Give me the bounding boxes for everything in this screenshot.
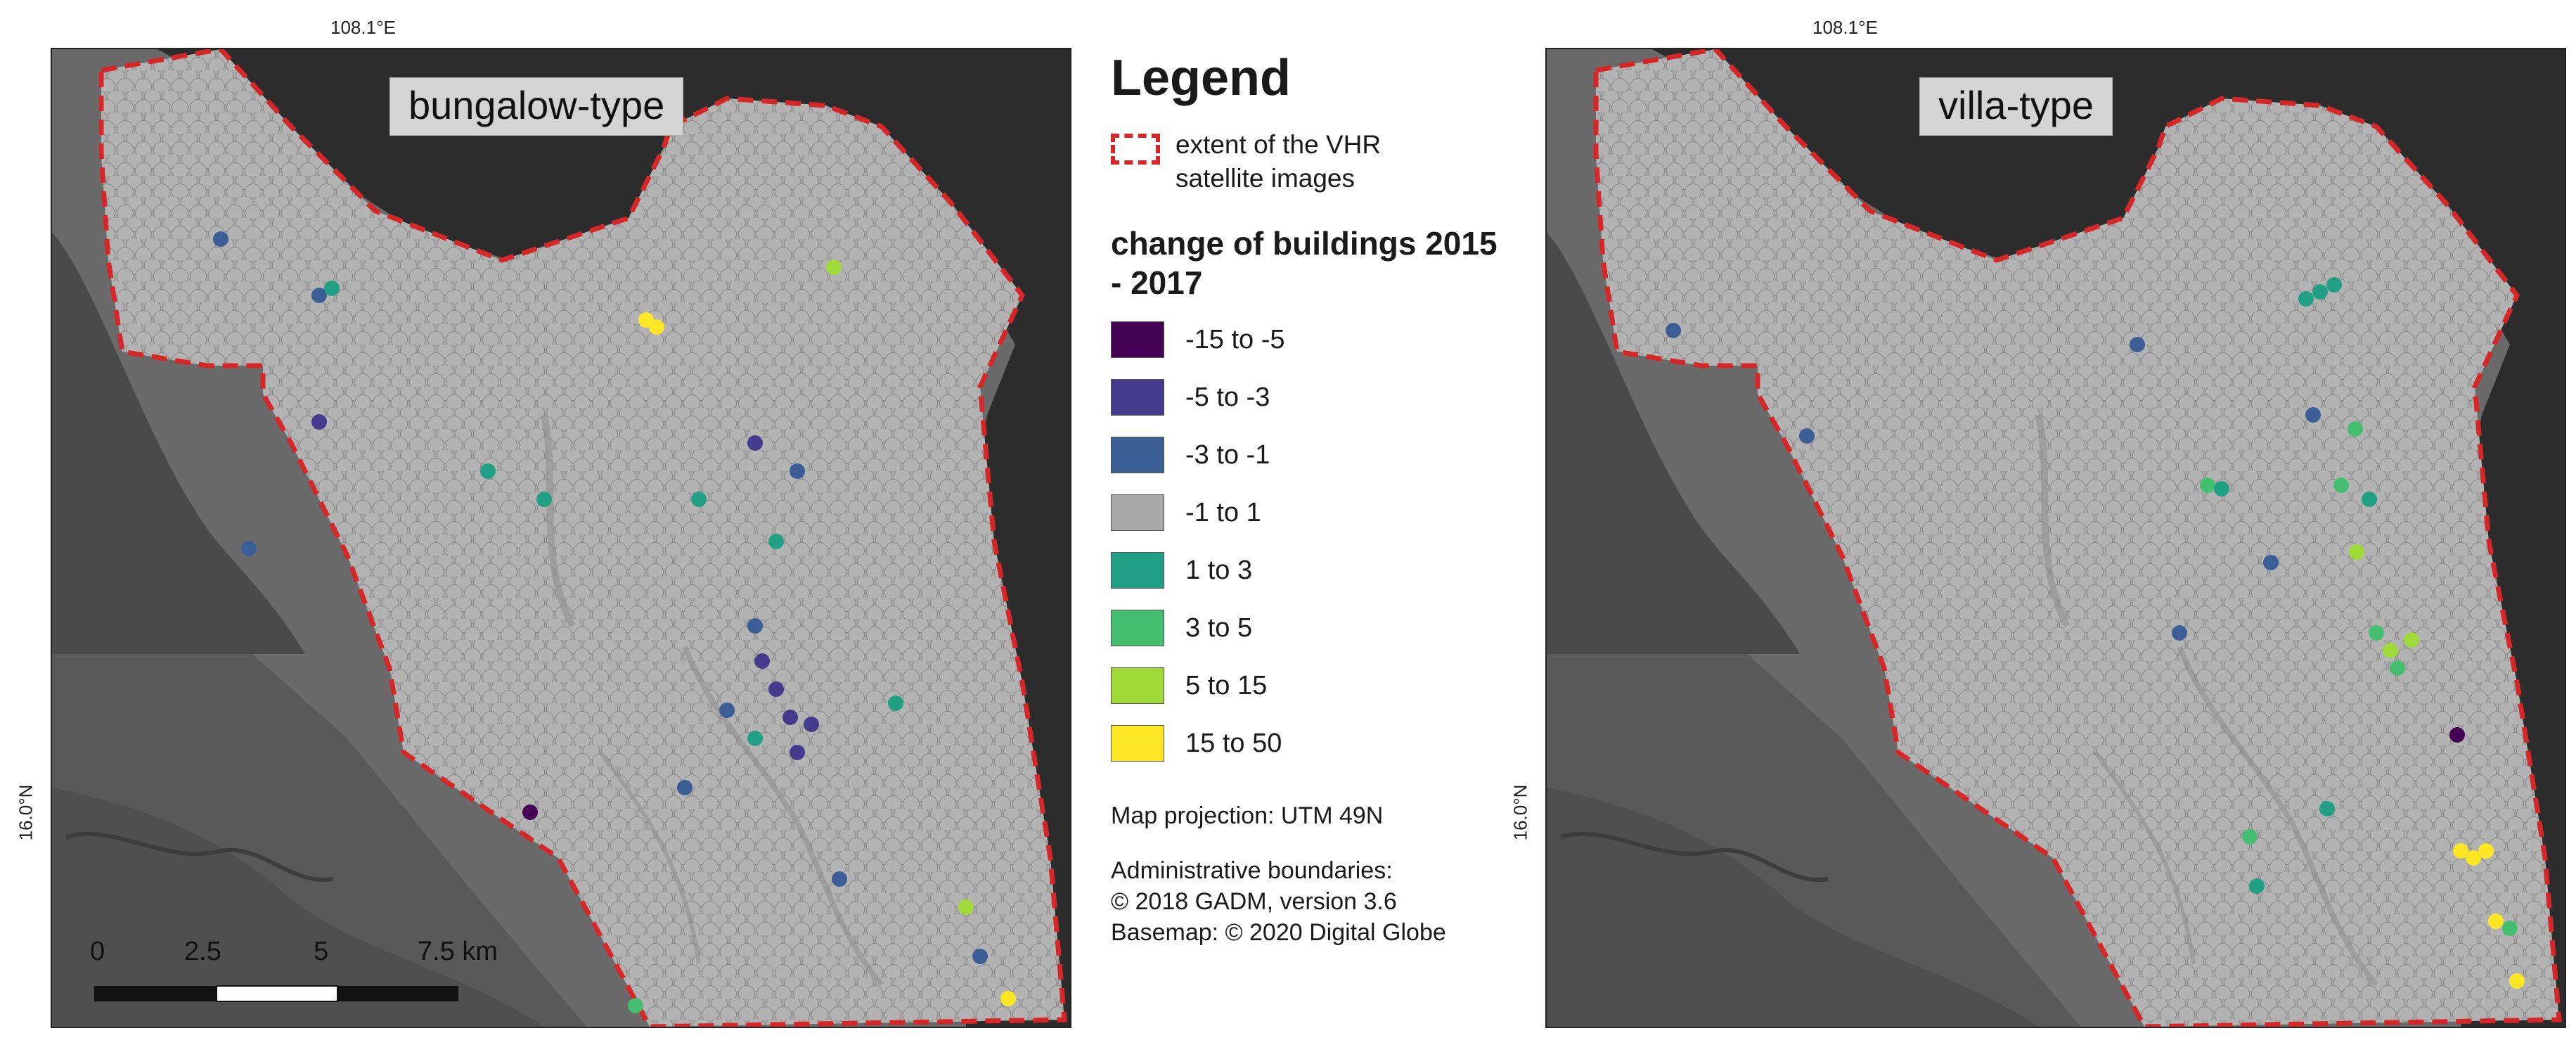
bungalow-map-canvas bbox=[52, 49, 1070, 1027]
legend-swatch bbox=[1111, 321, 1164, 358]
map-title-villa: villa-type bbox=[1919, 77, 2113, 136]
legend-swatch bbox=[1111, 610, 1164, 646]
legend-panel: Legend extent of the VHR satellite image… bbox=[1111, 49, 1561, 948]
change-cells bbox=[1666, 277, 2525, 989]
map-title-bungalow: bungalow-type bbox=[389, 77, 684, 136]
legend-class-label: -3 to -1 bbox=[1185, 440, 1270, 470]
legend-swatch bbox=[1111, 725, 1164, 762]
legend-class-row: -3 to -1 bbox=[1111, 426, 1561, 484]
villa-map: villa-type bbox=[1545, 48, 2566, 1028]
legend-class-row: -5 to -3 bbox=[1111, 368, 1561, 426]
legend-class-row: 5 to 15 bbox=[1111, 657, 1561, 714]
extent-outline bbox=[1593, 49, 2562, 1027]
legend-class-row: -15 to -5 bbox=[1111, 311, 1561, 368]
lat-label-left: 16.0°N bbox=[15, 784, 37, 841]
scale-label-7-5-km: 7.5 km bbox=[418, 937, 498, 966]
legend-title: Legend bbox=[1111, 50, 1292, 106]
basemap-credit: Basemap: © 2020 Digital Globe bbox=[1111, 919, 1446, 946]
extent-label: extent of the VHR satellite images bbox=[1176, 130, 1382, 193]
legend-class-list: -15 to -5 -5 to -3 -3 to -1 -1 to 1 1 to… bbox=[1111, 311, 1561, 772]
legend-extent-entry: extent of the VHR satellite images bbox=[1111, 128, 1561, 196]
legend-class-row: 3 to 5 bbox=[1111, 599, 1561, 657]
credits-note: Administrative boundaries: © 2018 GADM, … bbox=[1111, 855, 1561, 948]
legend-class-label: -15 to -5 bbox=[1185, 324, 1285, 354]
legend-swatch bbox=[1111, 437, 1164, 473]
lon-label-right: 108.1°E bbox=[1812, 17, 1878, 38]
scale-label-2-5: 2.5 bbox=[184, 937, 221, 966]
gadm-credit: © 2018 GADM, version 3.6 bbox=[1111, 888, 1397, 915]
lon-label-left: 108.1°E bbox=[330, 17, 396, 38]
legend-class-label: 3 to 5 bbox=[1185, 613, 1253, 643]
projection-note: Map projection: UTM 49N bbox=[1111, 802, 1384, 829]
bungalow-map: bungalow-type 0 2.5 5 7.5 km bbox=[51, 48, 1071, 1028]
admin-label: Administrative boundaries: bbox=[1111, 857, 1393, 884]
villa-map-canvas bbox=[1547, 49, 2565, 1027]
legend-class-row: 15 to 50 bbox=[1111, 714, 1561, 772]
legend-class-row: 1 to 3 bbox=[1111, 541, 1561, 599]
legend-swatch bbox=[1111, 379, 1164, 416]
extent-outline bbox=[98, 49, 1067, 1027]
extent-swatch-icon bbox=[1111, 134, 1160, 165]
change-cells bbox=[213, 231, 1016, 1013]
scale-label-0: 0 bbox=[90, 937, 105, 966]
legend-swatch bbox=[1111, 667, 1164, 704]
legend-class-row: -1 to 1 bbox=[1111, 484, 1561, 541]
legend-swatch bbox=[1111, 552, 1164, 589]
scale-label-5: 5 bbox=[314, 937, 329, 966]
legend-class-label: 1 to 3 bbox=[1185, 555, 1253, 585]
legend-class-label: -1 to 1 bbox=[1185, 497, 1261, 527]
scale-bar bbox=[94, 985, 458, 1002]
legend-swatch bbox=[1111, 494, 1164, 531]
legend-class-label: 5 to 15 bbox=[1185, 670, 1268, 700]
change-title: change of buildings 2015 - 2017 bbox=[1111, 225, 1498, 301]
north-arrow-icon bbox=[945, 73, 1071, 1028]
legend-class-label: -5 to -3 bbox=[1185, 382, 1270, 412]
legend-class-label: 15 to 50 bbox=[1185, 728, 1282, 758]
